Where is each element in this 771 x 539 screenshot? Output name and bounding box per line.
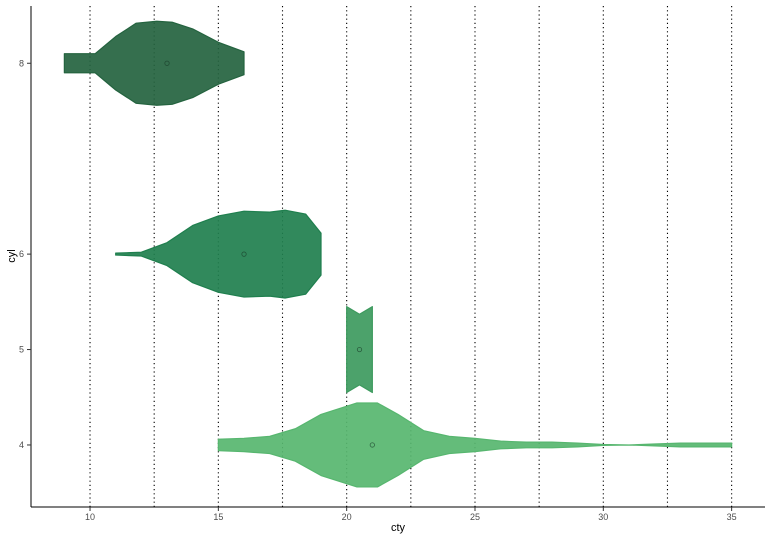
- axes: [30, 6, 765, 508]
- x-tick-label-10: 10: [85, 512, 95, 522]
- x-tick-label-15: 15: [213, 512, 223, 522]
- y-tick-label-8: 8: [19, 58, 24, 68]
- y-axis-title: cyl: [6, 249, 18, 262]
- violins-layer: [63, 20, 733, 488]
- x-tick-label-20: 20: [342, 512, 352, 522]
- x-tick-label-35: 35: [727, 512, 737, 522]
- mean-point-cyl-8: [164, 60, 170, 66]
- mean-point-cyl-4: [369, 442, 375, 448]
- x-tick-label-30: 30: [598, 512, 608, 522]
- mean-point-cyl-6: [241, 251, 247, 257]
- ticks-layer: 10 15 20 25 30 35 4 5 6 8: [19, 58, 737, 522]
- x-tick-label-25: 25: [470, 512, 480, 522]
- violin-cyl-8: [63, 20, 245, 106]
- y-tick-label-5: 5: [19, 345, 24, 355]
- violin-cyl-5: [346, 306, 373, 394]
- y-tick-label-4: 4: [19, 440, 24, 450]
- x-axis-title: cty: [391, 522, 406, 534]
- violin-cyl-6: [115, 209, 322, 299]
- violin-cyl-4: [217, 402, 733, 488]
- mean-point-cyl-5: [356, 346, 363, 353]
- y-tick-label-6: 6: [19, 249, 24, 259]
